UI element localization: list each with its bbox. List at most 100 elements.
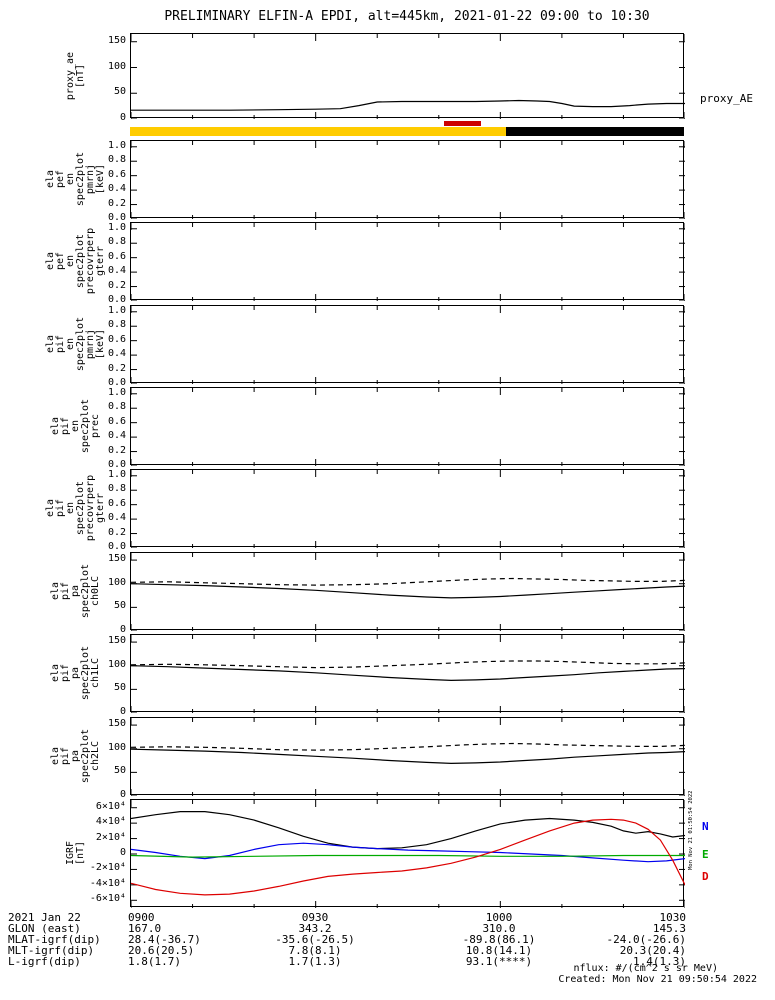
side-timestamp: Mon Nov 21 01:50:54 2022	[688, 790, 694, 870]
ytick-label: -2×10⁴	[89, 862, 126, 874]
panel-ela_pif_en_spec2plot_pmrnj	[130, 305, 685, 384]
ytick-label: 0.0	[107, 212, 126, 223]
panel-label-ela_pif_pa_spec2plot_ch0LC: ela pif pa spec2plot ch0LC	[50, 564, 101, 618]
canvas-ela_pif_pa_spec2plot_ch2LC	[131, 718, 685, 796]
panel-igrf	[130, 799, 685, 908]
footer-value: 7.8(8.1)	[288, 944, 342, 957]
footer-value: 145.3	[652, 922, 686, 935]
ytick-label: 100	[107, 741, 126, 753]
ytick-label: 1.0	[107, 386, 126, 398]
ytick-label: 0.4	[107, 183, 126, 195]
ytick-label: 50	[113, 682, 126, 694]
ytick-label: 0.6	[107, 415, 126, 427]
footer: 2021 Jan 22 0900 0930 1000 1030 GLON (east) 16…	[0, 911, 775, 971]
series-ch1LC_solid	[131, 665, 685, 682]
panel-label-ela_pef_en_spec2plot_pmrnj: ela pef en spec2plot pmrnj [keV]	[45, 152, 106, 206]
ytick-label: 100	[107, 658, 126, 670]
ytick-label: 0.2	[107, 444, 126, 456]
panel-label-ela_pif_pa_spec2plot_ch1LC: ela pif pa spec2plot ch1LC	[50, 646, 101, 700]
panel-label-ela_pif_en_spec2plot_prec: ela pif en spec2plot prec	[50, 399, 101, 453]
ytick-label: 0.8	[107, 236, 126, 248]
panel-ela_pif_pa_spec2plot_ch2LC	[130, 717, 685, 796]
page-title: PRELIMINARY ELFIN-A EPDI, alt=445km, 202…	[164, 9, 650, 24]
footer-row-label: GLON (east)	[8, 922, 81, 935]
ytick-label: 0	[119, 112, 126, 123]
ytick-label: 0.8	[107, 401, 126, 413]
footer-row: MLAT-igrf(dip) 28.4(-36.7) -35.6(-26.5) -89…	[0, 933, 775, 946]
footer-row: MLT-igrf(dip) 20.6(20.5) 7.8(8.1) 10.8(14.1…	[0, 944, 775, 957]
footer-row-label: MLT-igrf(dip)	[8, 944, 95, 957]
footer-value: 20.3(20.4)	[619, 944, 686, 957]
footer-value: 20.6(20.5)	[128, 944, 195, 957]
igrf-legend-N: N	[702, 820, 709, 833]
ytick-label: 50	[113, 86, 126, 98]
igrf-legend-E: E	[702, 848, 709, 861]
panel-ela_pef_en_spec2plot_pmrnj	[130, 140, 685, 219]
footer-value: 1.7(1.3)	[288, 955, 342, 968]
panel-label-line: [nT]	[75, 840, 86, 866]
panel-label-igrf: IGRF [nT]	[65, 840, 86, 866]
series-IGRF_N	[131, 842, 685, 863]
footer-value: -35.6(-26.5)	[275, 933, 355, 946]
series-proxy_AE	[131, 99, 685, 111]
ytick-label: 6×10⁴	[95, 800, 126, 812]
canvas-ela_pif_en_spec2plot_prec	[131, 388, 685, 466]
created-timestamp: Created: Mon Nov 21 09:50:54 2022	[558, 974, 757, 985]
ytick-label: 0.2	[107, 526, 126, 538]
ytick-label: 0.6	[107, 333, 126, 345]
series-IGRF_D	[131, 818, 685, 896]
series-IGRF_E	[131, 854, 685, 858]
ytick-label: 50	[113, 765, 126, 777]
footer-value: 1030	[659, 911, 687, 924]
ytick-label: -4×10⁴	[89, 877, 126, 889]
ytick-label: 0	[119, 706, 126, 717]
canvas-ela_pif_pa_spec2plot_ch0LC	[131, 553, 685, 631]
ytick-label: 0.0	[107, 377, 126, 388]
footer-value: 93.1(****)	[465, 955, 533, 968]
panel-label-line: ch0LC	[90, 575, 101, 607]
ytick-label: 0	[119, 847, 126, 858]
ytick-label: 0.8	[107, 483, 126, 495]
ytick-label: 1.0	[107, 304, 126, 316]
ytick-label: 150	[107, 635, 126, 647]
series-ch0LC_dashed	[131, 577, 685, 586]
canvas-ela_pef_en_spec2plot_precovrperp_gterr	[131, 223, 685, 301]
ytick-label: 0.4	[107, 348, 126, 360]
footer-value: 343.2	[298, 922, 332, 935]
ytick-label: 1.0	[107, 139, 126, 151]
ytick-label: 0.8	[107, 319, 126, 331]
footer-row: 2021 Jan 22 0900 0930 1000 1030	[0, 911, 775, 924]
panel-label-ela_pef_en_spec2plot_precovrperp_gterr: ela pef en spec2plot precovrperp gterr	[45, 228, 106, 294]
footer-value: 0900	[128, 911, 155, 924]
canvas-ela_pif_pa_spec2plot_ch1LC	[131, 635, 685, 713]
canvas-ela_pif_en_spec2plot_precovrperp_gterr	[131, 470, 685, 548]
ytick-label: 4×10⁴	[95, 816, 126, 828]
panel-label-ela_pif_en_spec2plot_pmrnj: ela pif en spec2plot pmrnj [keV]	[45, 317, 106, 371]
footer-value: -89.8(86.1)	[462, 933, 536, 946]
footer-value: 1.4(1.3)	[633, 955, 686, 968]
footer-row-label: L-igrf(dip)	[8, 955, 81, 968]
panel-proxy_ae	[130, 33, 685, 119]
footer-value: 1.8(1.7)	[128, 955, 181, 968]
panel-label-line: gterr	[95, 492, 106, 524]
panel-label-line: [keV]	[95, 163, 106, 195]
ytick-label: 0.4	[107, 512, 126, 524]
panel-label-line: [keV]	[95, 328, 106, 360]
series-ch0LC_solid	[131, 583, 685, 599]
ytick-label: 0.8	[107, 154, 126, 166]
footer-row-label: 2021 Jan 22	[8, 911, 81, 924]
panel-ela_pif_pa_spec2plot_ch1LC	[130, 634, 685, 713]
ytick-label: 0.2	[107, 362, 126, 374]
igrf-legend-D: D	[702, 870, 709, 883]
footer-row-label: MLAT-igrf(dip)	[8, 933, 101, 946]
panel-label-proxy_ae: proxy_ae [nT]	[65, 51, 86, 99]
canvas-igrf	[131, 800, 685, 908]
ytick-label: 150	[107, 34, 126, 46]
panel-ela_pif_en_spec2plot_precovrperp_gterr	[130, 469, 685, 548]
ytick-label: 0.2	[107, 197, 126, 209]
proxy-ae-right-label: proxy_AE	[700, 92, 753, 105]
panel-label-ela_pif_en_spec2plot_precovrperp_gterr: ela pif en spec2plot precovrperp gterr	[45, 475, 106, 541]
panel-label-line: [nT]	[75, 63, 86, 88]
ytick-label: 150	[107, 553, 126, 565]
